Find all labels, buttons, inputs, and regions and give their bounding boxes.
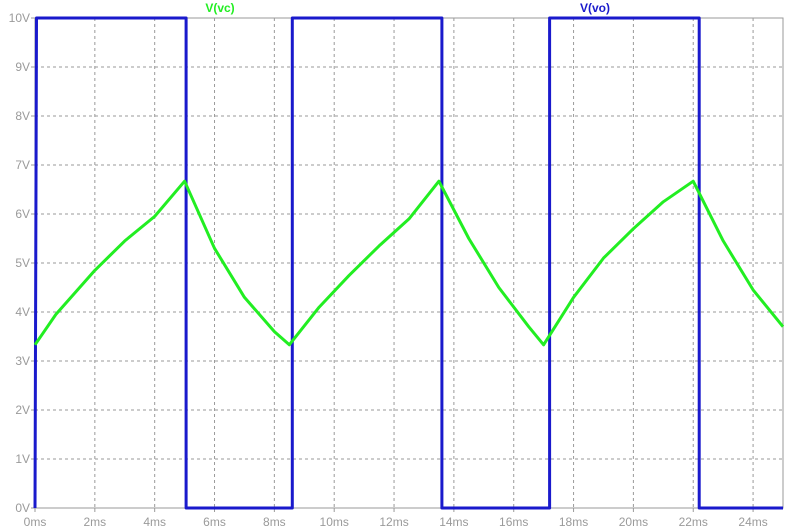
y-tick-label: 9V bbox=[15, 60, 30, 74]
legend-label-vc: V(vc) bbox=[205, 1, 234, 15]
x-tick-label: 24ms bbox=[738, 515, 767, 529]
x-tick-label: 16ms bbox=[499, 515, 528, 529]
y-tick-label: 2V bbox=[15, 403, 30, 417]
series-group bbox=[33, 16, 785, 510]
x-tick-label: 14ms bbox=[439, 515, 468, 529]
x-tick-label: 6ms bbox=[203, 515, 226, 529]
series-line-vo bbox=[33, 16, 783, 510]
x-tick-label: 0ms bbox=[24, 515, 47, 529]
axis-ticks: 0ms 2ms 4ms 6ms 8ms 10ms 12ms 14ms 16ms 18ms 20ms 2… bbox=[9, 11, 768, 529]
y-tick-label: 4V bbox=[15, 305, 30, 319]
x-tick-label: 8ms bbox=[263, 515, 286, 529]
y-tick-label: 8V bbox=[15, 109, 30, 123]
y-tick-label: 10V bbox=[9, 11, 30, 25]
x-tick-label: 12ms bbox=[379, 515, 408, 529]
x-tick-label: 2ms bbox=[84, 515, 107, 529]
y-tick-label: 1V bbox=[15, 452, 30, 466]
y-tick-label: 7V bbox=[15, 158, 30, 172]
y-tick-label: 5V bbox=[15, 256, 30, 270]
legend: V(vc) V(vo) bbox=[205, 1, 610, 15]
series-line-vc bbox=[33, 179, 785, 347]
y-tick-label: 3V bbox=[15, 354, 30, 368]
legend-label-vo: V(vo) bbox=[580, 1, 610, 15]
y-tick-label: 6V bbox=[15, 207, 30, 221]
y-tick-label: 0V bbox=[15, 501, 30, 515]
x-tick-label: 20ms bbox=[619, 515, 648, 529]
grid bbox=[35, 18, 783, 508]
x-tick-label: 22ms bbox=[679, 515, 708, 529]
x-tick-label: 18ms bbox=[559, 515, 588, 529]
x-tick-label: 4ms bbox=[143, 515, 166, 529]
x-tick-label: 10ms bbox=[320, 515, 349, 529]
